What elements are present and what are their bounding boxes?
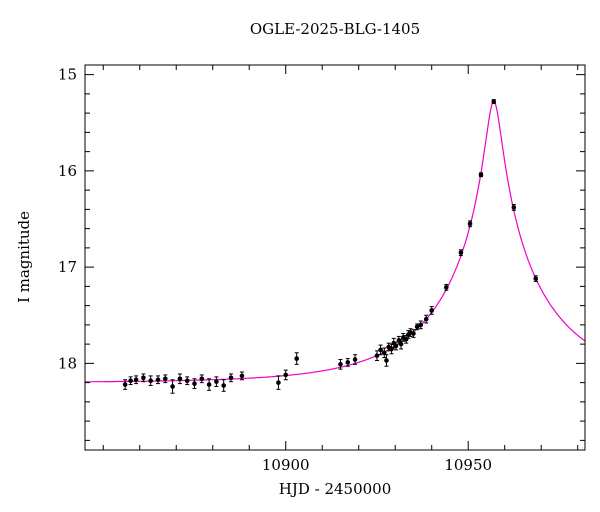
x-tick-label: 10950 xyxy=(444,456,492,474)
data-point xyxy=(378,347,383,353)
data-point xyxy=(345,360,351,365)
data-point xyxy=(141,375,146,381)
data-point xyxy=(239,373,245,379)
data-point xyxy=(533,276,539,281)
data-point xyxy=(276,380,281,385)
data-point xyxy=(418,322,424,328)
data-point xyxy=(414,324,420,330)
data-point xyxy=(184,378,190,384)
data-point xyxy=(511,205,517,210)
data-point xyxy=(122,382,128,387)
data-point xyxy=(170,384,175,389)
data-point xyxy=(148,378,153,384)
data-point xyxy=(444,285,449,290)
data-point xyxy=(403,337,409,342)
data-point xyxy=(155,377,161,383)
x-axis-label: HJD - 2450000 xyxy=(278,480,392,498)
plot-frame xyxy=(84,64,586,451)
data-point xyxy=(283,372,289,378)
data-point xyxy=(491,99,497,104)
data-point xyxy=(389,346,394,352)
data-point xyxy=(429,308,435,313)
data-point xyxy=(338,362,343,367)
y-tick-label: 17 xyxy=(58,258,77,276)
data-point xyxy=(423,316,429,322)
data-point xyxy=(192,381,197,386)
model-curve xyxy=(85,100,586,383)
y-tick-label: 16 xyxy=(58,162,77,180)
data-point xyxy=(162,376,168,382)
data-point xyxy=(384,358,389,363)
data-point xyxy=(221,383,226,388)
data-point xyxy=(177,376,183,382)
data-point xyxy=(398,341,404,347)
data-point xyxy=(228,375,234,381)
y-tick-label: 15 xyxy=(58,66,77,84)
data-point xyxy=(133,377,139,383)
x-tick-label: 10900 xyxy=(262,456,310,474)
data-point xyxy=(374,353,380,358)
data-point xyxy=(199,376,205,382)
data-point xyxy=(214,379,219,384)
chart-title: OGLE-2025-BLG-1405 xyxy=(249,20,421,38)
data-point xyxy=(467,221,473,227)
data-point xyxy=(352,357,358,362)
data-point xyxy=(458,250,464,255)
data-point xyxy=(381,350,387,356)
data-point xyxy=(128,378,133,384)
data-point xyxy=(411,331,416,336)
y-tick-label: 18 xyxy=(58,354,77,372)
data-point xyxy=(294,356,299,361)
data-point xyxy=(393,343,399,349)
data-point xyxy=(478,172,484,178)
data-point xyxy=(396,337,402,343)
data-point xyxy=(206,382,212,387)
